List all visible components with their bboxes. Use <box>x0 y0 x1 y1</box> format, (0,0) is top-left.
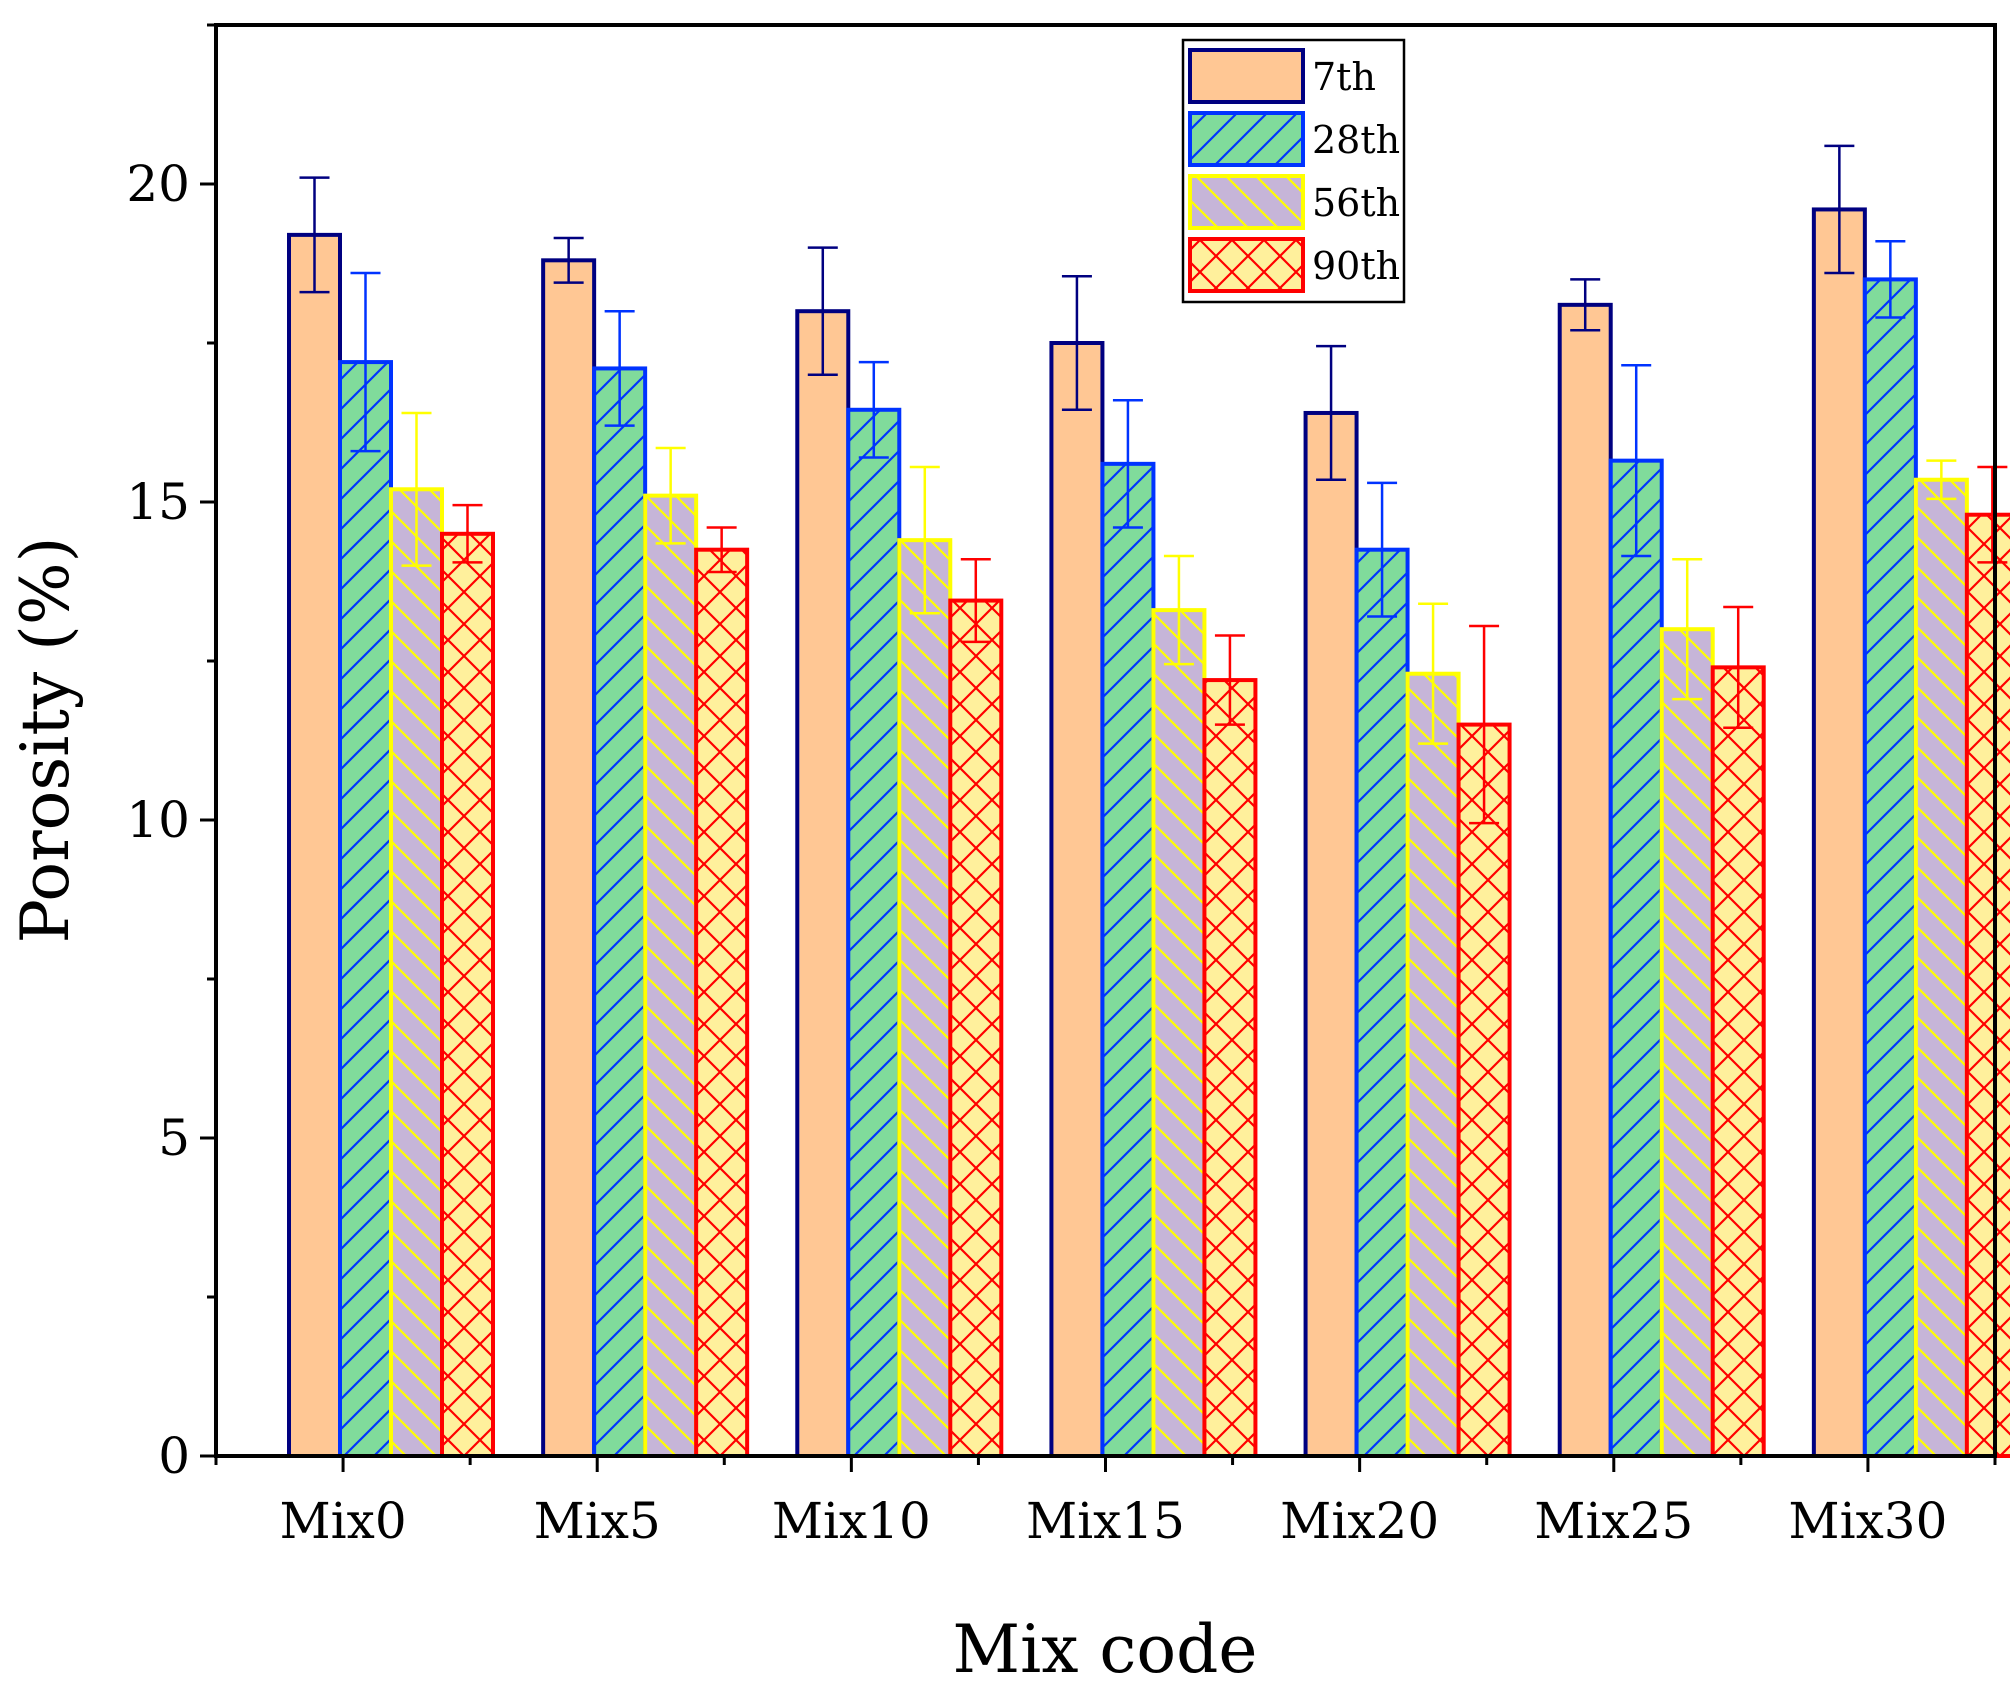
error-bar-mix30-28th <box>1875 239 1906 319</box>
error-bar-mix15-7th <box>1061 274 1092 412</box>
bar-mix30-28th <box>1862 277 1918 1458</box>
bar-mix15-56th <box>1151 608 1207 1458</box>
bar-mix30-90th <box>1964 512 2010 1458</box>
bar-mix30-7th <box>1811 207 1867 1459</box>
bar-mix25-7th <box>1557 302 1613 1459</box>
bars-layer <box>287 207 2010 1459</box>
error-bar-mix25-7th <box>1570 278 1601 332</box>
x-tick-label-mix0: Mix0 <box>279 1492 406 1550</box>
bar-mix15-28th <box>1100 461 1156 1458</box>
bar-mix10-56th <box>897 538 953 1458</box>
legend-label-56th: 56th <box>1312 181 1400 225</box>
x-tick-label-mix15: Mix15 <box>1026 1492 1185 1550</box>
error-bar-mix5-56th <box>655 446 686 545</box>
x-tick-label-mix25: Mix25 <box>1534 1492 1693 1550</box>
x-tick-label-mix10: Mix10 <box>772 1492 931 1550</box>
error-bar-mix10-56th <box>909 465 940 615</box>
error-bar-mix25-28th <box>1621 364 1652 558</box>
legend-swatch-56th <box>1188 174 1305 230</box>
y-axis-title: Porosity (%) <box>7 537 84 944</box>
y-tick-label-5: 5 <box>158 1109 190 1167</box>
error-bar-mix15-28th <box>1112 398 1143 529</box>
bar-mix10-90th <box>948 598 1004 1458</box>
bar-mix0-90th <box>440 531 495 1458</box>
legend-swatch-90th <box>1188 237 1305 293</box>
bar-mix20-28th <box>1354 547 1410 1458</box>
error-bar-mix20-90th <box>1469 624 1500 825</box>
error-bar-mix10-28th <box>858 360 889 459</box>
error-bar-mix5-90th <box>706 526 737 574</box>
x-tick-label-mix30: Mix30 <box>1788 1492 1947 1550</box>
legend-swatch-28th <box>1188 111 1305 167</box>
y-tick-label-20: 20 <box>126 155 190 213</box>
error-bar-mix0-7th <box>299 176 330 294</box>
error-bar-mix20-56th <box>1418 602 1449 745</box>
bar-mix20-56th <box>1405 671 1461 1458</box>
y-tick-label-10: 10 <box>126 791 190 849</box>
error-bar-mix0-90th <box>452 503 483 564</box>
legend-label-28th: 28th <box>1312 118 1400 162</box>
error-bar-mix5-28th <box>604 309 635 427</box>
bar-mix25-90th <box>1710 665 1766 1458</box>
bar-mix0-28th <box>338 360 393 1459</box>
bar-mix10-7th <box>795 309 851 1459</box>
axes-layer: 0 5 10 15 20 Mix0 Mix5 Mix10 Mix15 Mix20 Mix25 Mix3… <box>126 23 1997 1550</box>
error-bar-mix15-56th <box>1163 554 1194 666</box>
error-bar-mix30-56th <box>1926 459 1957 501</box>
bar-mix30-56th <box>1913 477 1969 1458</box>
bar-mix20-7th <box>1303 410 1359 1459</box>
x-tick-label-mix20: Mix20 <box>1280 1492 1439 1550</box>
error-bar-mix0-28th <box>350 271 381 453</box>
bar-mix0-56th <box>389 487 444 1458</box>
x-tick-label-mix5: Mix5 <box>534 1492 661 1550</box>
bar-mix15-7th <box>1049 341 1105 1458</box>
error-bar-mix0-56th <box>401 411 432 567</box>
bar-mix5-7th <box>541 258 597 1459</box>
bar-mix5-90th <box>694 547 750 1458</box>
bar-mix20-90th <box>1456 722 1512 1458</box>
error-bar-mix15-90th <box>1214 634 1245 726</box>
error-bar-mix25-90th <box>1723 605 1754 730</box>
y-tick-label-15: 15 <box>126 473 190 531</box>
bar-mix25-28th <box>1608 458 1664 1459</box>
error-bar-mix20-7th <box>1316 344 1347 481</box>
bar-mix25-56th <box>1659 627 1715 1458</box>
error-bar-mix5-7th <box>553 236 584 284</box>
bar-mix0-7th <box>287 232 342 1458</box>
bar-mix10-28th <box>846 407 902 1458</box>
bar-mix15-90th <box>1202 678 1258 1458</box>
y-tick-label-0: 0 <box>158 1427 190 1485</box>
bar-mix5-28th <box>592 366 648 1459</box>
error-bar-mix20-28th <box>1367 481 1398 618</box>
error-bar-mix25-56th <box>1672 557 1703 701</box>
bar-mix5-56th <box>643 493 699 1458</box>
legend-label-7th: 7th <box>1312 55 1376 99</box>
legend-swatch-7th <box>1188 48 1305 104</box>
error-bar-mix10-7th <box>807 246 838 377</box>
error-bar-mix30-90th <box>1977 465 2008 564</box>
error-bar-mix10-90th <box>960 557 991 644</box>
legend: 7th 28th 56th 90th <box>1181 38 1406 304</box>
x-axis-title: Mix code <box>953 1611 1258 1688</box>
error-bars-layer <box>299 144 2008 825</box>
error-bar-mix30-7th <box>1824 144 1855 275</box>
legend-label-90th: 90th <box>1312 244 1400 288</box>
